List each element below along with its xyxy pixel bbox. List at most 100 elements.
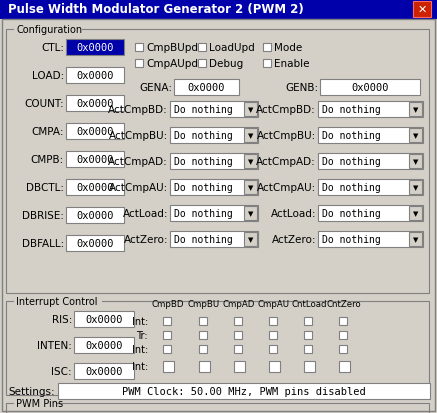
Text: ActCmpAD:: ActCmpAD:	[256, 157, 316, 166]
Bar	[269, 317, 277, 325]
Bar	[66, 68, 124, 84]
Text: Do nothing: Do nothing	[174, 235, 233, 244]
Bar	[234, 361, 245, 372]
Text: ▼: ▼	[248, 107, 254, 113]
Text: Do nothing: Do nothing	[322, 105, 381, 115]
Bar	[0, 0, 437, 20]
Text: 0x0000: 0x0000	[76, 211, 114, 221]
Text: ▼: ▼	[413, 211, 419, 216]
Bar	[74, 363, 134, 379]
Text: DBFALL:: DBFALL:	[22, 238, 64, 248]
Text: RIS:: RIS:	[52, 314, 72, 324]
Bar	[263, 60, 271, 68]
Text: Int:: Int:	[132, 362, 148, 372]
Bar	[66, 40, 124, 56]
Text: 0x0000: 0x0000	[85, 366, 123, 376]
Text: Do nothing: Do nothing	[322, 157, 381, 166]
Text: CmpAUpd: CmpAUpd	[146, 59, 198, 69]
Bar	[199, 361, 210, 372]
Text: Tr:: Tr:	[136, 330, 148, 340]
Text: LoadUpd: LoadUpd	[209, 43, 255, 53]
Text: CmpAD: CmpAD	[223, 300, 255, 309]
Bar	[269, 361, 280, 372]
Text: Configuration: Configuration	[16, 25, 82, 35]
Text: ▼: ▼	[248, 236, 254, 242]
Text: ActZero:: ActZero:	[271, 235, 316, 244]
Bar	[234, 345, 242, 353]
Bar	[318, 154, 423, 170]
Bar	[318, 231, 423, 247]
Text: CmpAU: CmpAU	[258, 300, 290, 309]
Bar	[409, 129, 422, 142]
Bar	[135, 44, 143, 52]
Bar	[14, 397, 55, 409]
Text: CntLoad: CntLoad	[291, 300, 327, 309]
Bar	[14, 24, 82, 36]
Text: Do nothing: Do nothing	[174, 131, 233, 141]
Text: 0x0000: 0x0000	[188, 83, 225, 93]
Text: ✕: ✕	[417, 5, 427, 15]
Bar	[74, 311, 134, 327]
Bar	[244, 103, 257, 117]
Bar	[339, 361, 350, 372]
Bar	[318, 102, 423, 118]
Bar	[304, 361, 315, 372]
Bar	[199, 317, 207, 325]
Bar	[304, 331, 312, 339]
Bar	[234, 331, 242, 339]
Text: ActLoad:: ActLoad:	[271, 209, 316, 218]
Text: PWM Pins: PWM Pins	[16, 398, 63, 408]
Bar	[318, 128, 423, 144]
Text: INTEN:: INTEN:	[37, 340, 72, 350]
Text: Mode: Mode	[274, 43, 302, 53]
Text: Do nothing: Do nothing	[322, 235, 381, 244]
Bar	[244, 129, 257, 142]
Bar	[170, 206, 258, 221]
Text: Do nothing: Do nothing	[174, 183, 233, 192]
Text: Debug: Debug	[209, 59, 243, 69]
Text: Interrupt Control: Interrupt Control	[16, 296, 97, 306]
Text: ActCmpBU:: ActCmpBU:	[109, 131, 168, 141]
Bar	[170, 231, 258, 247]
Bar	[269, 331, 277, 339]
Bar	[339, 331, 347, 339]
Bar	[198, 44, 206, 52]
Text: ISC:: ISC:	[52, 366, 72, 376]
Text: 0x0000: 0x0000	[76, 71, 114, 81]
Text: CntZero: CntZero	[327, 300, 361, 309]
Text: Do nothing: Do nothing	[322, 131, 381, 141]
Text: CmpBUpd: CmpBUpd	[146, 43, 198, 53]
Text: Int:: Int:	[132, 316, 148, 326]
Bar	[304, 345, 312, 353]
Bar	[320, 80, 420, 96]
Text: ▼: ▼	[413, 159, 419, 165]
Text: 0x0000: 0x0000	[76, 154, 114, 165]
Text: Do nothing: Do nothing	[174, 157, 233, 166]
Text: ▼: ▼	[413, 133, 419, 139]
Text: 0x0000: 0x0000	[85, 340, 123, 350]
Text: Do nothing: Do nothing	[322, 209, 381, 218]
Bar	[66, 96, 124, 112]
Text: ▼: ▼	[248, 185, 254, 190]
Bar	[66, 152, 124, 168]
Text: COUNT:: COUNT:	[24, 99, 64, 109]
Bar	[174, 80, 239, 96]
Text: 0x0000: 0x0000	[85, 314, 123, 324]
Bar	[409, 233, 422, 247]
Bar	[318, 180, 423, 195]
Text: DBRISE:: DBRISE:	[22, 211, 64, 221]
Bar	[170, 154, 258, 170]
Text: DBCTL:: DBCTL:	[26, 183, 64, 192]
Bar	[14, 295, 102, 307]
Bar	[170, 128, 258, 144]
Bar	[244, 180, 257, 195]
Bar	[409, 180, 422, 195]
Text: ActZero:: ActZero:	[124, 235, 168, 244]
Bar	[318, 206, 423, 221]
Bar	[263, 44, 271, 52]
Text: 0x0000: 0x0000	[76, 183, 114, 192]
Text: Do nothing: Do nothing	[174, 105, 233, 115]
Text: ▼: ▼	[248, 133, 254, 139]
Text: ActCmpBU:: ActCmpBU:	[257, 131, 316, 141]
Text: ▼: ▼	[413, 236, 419, 242]
